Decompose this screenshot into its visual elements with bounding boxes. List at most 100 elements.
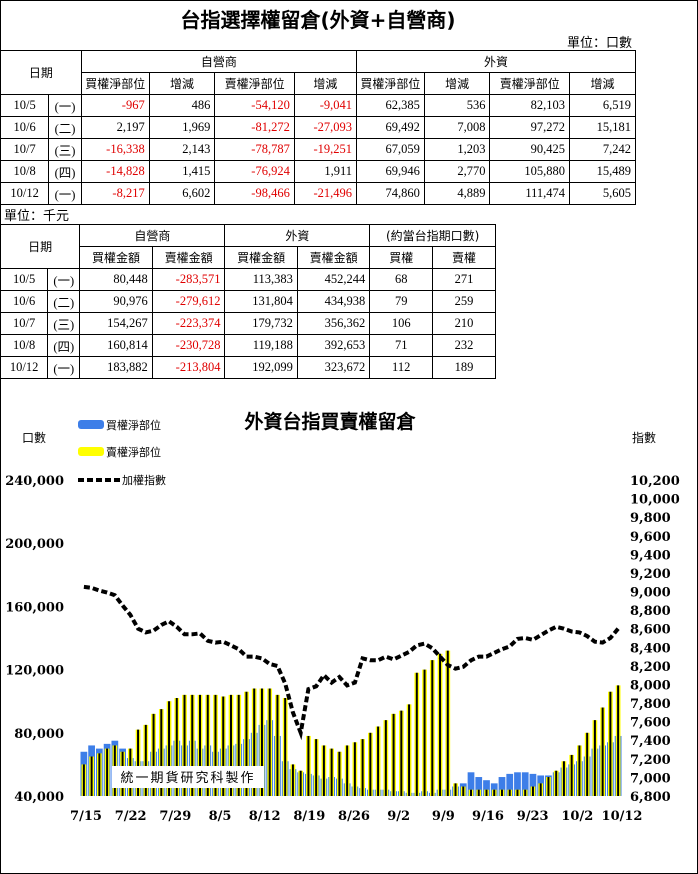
row-weekday: (一) <box>47 268 81 291</box>
amount-table: 日期 自營商 外資 (約當台指期口數) 買權金額 賣權金額 買權金額 賣權金額 買權 賣權 10/5… <box>0 224 496 379</box>
right-tick-label: 8,400 <box>630 641 671 656</box>
table-cell: 90,976 <box>79 290 153 313</box>
table-cell: 2,197 <box>80 116 150 139</box>
row-date: 10/12 <box>0 182 50 205</box>
right-tick-label: 10,200 <box>630 474 680 489</box>
table-cell: 71 <box>369 334 434 357</box>
table-cell: 356,362 <box>296 312 371 335</box>
table-cell: 68 <box>369 268 434 291</box>
column-header: 買權金額 <box>79 246 153 269</box>
table-cell: -21,496 <box>293 182 358 205</box>
table-cell: 323,672 <box>296 356 371 379</box>
table-cell: 90,425 <box>489 138 571 161</box>
call-bar <box>529 773 537 796</box>
table-cell: -279,612 <box>151 290 226 313</box>
legend-label-call: 買權淨部位 <box>106 418 161 432</box>
table-row: 10/8 (四) 160,814 -230,728 119,188 392,653 71 23… <box>0 334 496 357</box>
table-cell: 1,911 <box>293 160 358 183</box>
right-tick-label: 9,400 <box>630 548 671 563</box>
table-row: 10/12 (一) 183,882 -213,804 192,099 323,672 112… <box>0 356 496 379</box>
column-header: 買權淨部位 <box>80 72 150 95</box>
table-cell: 105,880 <box>489 160 571 183</box>
left-tick-label: 120,000 <box>5 664 64 679</box>
unit-label-thousand: 單位：千元 <box>4 209 70 224</box>
row-date: 10/6 <box>0 290 49 313</box>
call-bar <box>498 777 506 796</box>
row-weekday: (三) <box>47 312 81 335</box>
right-tick-label: 7,600 <box>630 716 671 731</box>
row-date: 10/5 <box>0 94 50 117</box>
table-cell: 6,602 <box>148 182 216 205</box>
table-cell: 183,882 <box>79 356 153 379</box>
row-date: 10/7 <box>0 312 49 335</box>
right-tick-label: 9,200 <box>630 567 671 582</box>
table-cell: 80,448 <box>79 268 153 291</box>
table-cell: 192,099 <box>224 356 298 379</box>
call-bar <box>467 772 475 796</box>
row-weekday: (三) <box>48 138 82 161</box>
row-date: 10/7 <box>0 138 50 161</box>
table-cell: 5,605 <box>569 182 636 205</box>
date-header: 日期 <box>0 224 81 269</box>
x-tick-label: 10/12 <box>602 809 643 824</box>
index-line <box>83 584 620 741</box>
table-cell: 15,181 <box>569 116 636 139</box>
table-cell: -14,828 <box>80 160 150 183</box>
table-cell: -98,466 <box>214 182 295 205</box>
table-row: 10/12 (一) -8,217 6,602 -98,466 -21,496 74,860 4… <box>0 182 636 205</box>
table-cell: 434,938 <box>296 290 371 313</box>
right-tick-label: 9,800 <box>630 511 671 526</box>
table-cell: -78,787 <box>214 138 295 161</box>
table-cell: -76,924 <box>214 160 295 183</box>
row-date: 10/12 <box>0 356 49 379</box>
x-tick-label: 7/29 <box>159 809 191 824</box>
table-cell: 7,008 <box>423 116 491 139</box>
table-row: 10/7 (三) -16,338 2,143 -78,787 -19,251 67,059 1… <box>0 138 636 161</box>
table-cell: 62,385 <box>356 94 425 117</box>
x-tick-label: 8/19 <box>293 809 325 824</box>
x-tick-label: 8/26 <box>338 809 370 824</box>
row-date: 10/6 <box>0 116 50 139</box>
table-cell: 160,814 <box>79 334 153 357</box>
table-cell: 486 <box>148 94 216 117</box>
row-weekday: (一) <box>47 356 81 379</box>
table-cell: 15,489 <box>569 160 636 183</box>
table-cell: 82,103 <box>489 94 571 117</box>
table-row: 10/6 (二) 90,976 -279,612 131,804 434,938 79 259 <box>0 290 496 313</box>
table-cell: 452,244 <box>296 268 371 291</box>
x-tick-label: 9/16 <box>472 809 504 824</box>
equivalent-group-header: (約當台指期口數) <box>369 224 496 247</box>
positions-table: 日期 自營商 外資 買權淨部位 增減 賣權淨部位 增減 買權淨部位 增減 賣權淨部位 增減 10/5(… <box>0 50 636 205</box>
table-cell: 1,969 <box>148 116 216 139</box>
left-axis-label: 口數 <box>22 431 46 445</box>
row-weekday: (一) <box>48 182 82 205</box>
x-tick-label: 9/9 <box>432 809 455 824</box>
table-cell: -283,571 <box>151 268 226 291</box>
right-tick-label: 6,800 <box>630 790 671 805</box>
legend-swatch-call <box>78 420 104 429</box>
x-tick-label: 10/2 <box>561 809 593 824</box>
page-title: 台指選擇權留倉(外資+自營商) <box>180 8 456 32</box>
right-tick-label: 8,000 <box>630 678 671 693</box>
table-cell: -8,217 <box>80 182 150 205</box>
table-cell: 79 <box>369 290 434 313</box>
row-weekday: (二) <box>47 290 81 313</box>
right-axis-label: 指數 <box>632 430 656 445</box>
column-header: 買權 <box>369 246 434 269</box>
table-cell: 69,492 <box>356 116 425 139</box>
table-row: 10/5 (一) 80,448 -283,571 113,383 452,244 68 271 <box>0 268 496 291</box>
table-cell: -16,338 <box>80 138 150 161</box>
row-date: 10/8 <box>0 334 49 357</box>
column-header: 增減 <box>569 72 636 95</box>
table-cell: -9,041 <box>293 94 358 117</box>
table-cell: 179,732 <box>224 312 298 335</box>
watermark-background <box>112 766 264 788</box>
table-cell: 392,653 <box>296 334 371 357</box>
table-cell: 4,889 <box>423 182 491 205</box>
watermark-text: 統一期貨研究科製作 <box>120 770 255 786</box>
right-tick-label: 8,800 <box>630 604 671 619</box>
table-cell: 259 <box>432 290 496 313</box>
column-header: 賣權淨部位 <box>214 72 295 95</box>
table-cell: 2,770 <box>423 160 491 183</box>
table-cell: -213,804 <box>151 356 226 379</box>
